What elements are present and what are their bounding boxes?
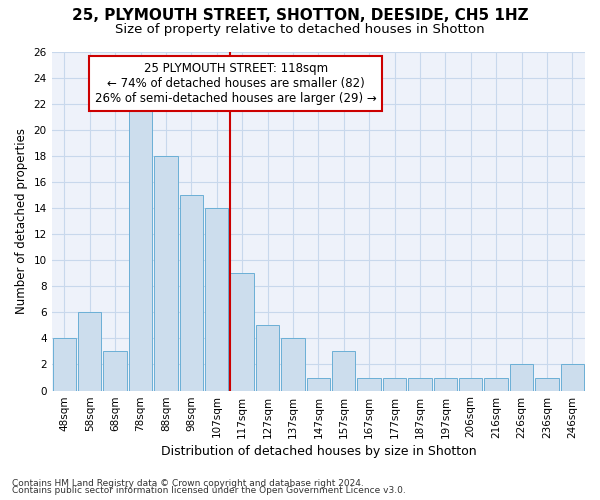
Bar <box>408 378 431 390</box>
Text: 25 PLYMOUTH STREET: 118sqm
← 74% of detached houses are smaller (82)
26% of semi: 25 PLYMOUTH STREET: 118sqm ← 74% of deta… <box>95 62 377 104</box>
Bar <box>484 378 508 390</box>
Bar <box>307 378 330 390</box>
X-axis label: Distribution of detached houses by size in Shotton: Distribution of detached houses by size … <box>161 444 476 458</box>
Bar <box>103 352 127 391</box>
Bar <box>560 364 584 390</box>
Text: Contains HM Land Registry data © Crown copyright and database right 2024.: Contains HM Land Registry data © Crown c… <box>12 478 364 488</box>
Text: Size of property relative to detached houses in Shotton: Size of property relative to detached ho… <box>115 22 485 36</box>
Bar <box>510 364 533 390</box>
Bar <box>535 378 559 390</box>
Bar <box>53 338 76 390</box>
Bar <box>78 312 101 390</box>
Bar <box>383 378 406 390</box>
Text: 25, PLYMOUTH STREET, SHOTTON, DEESIDE, CH5 1HZ: 25, PLYMOUTH STREET, SHOTTON, DEESIDE, C… <box>71 8 529 22</box>
Bar <box>129 104 152 391</box>
Text: Contains public sector information licensed under the Open Government Licence v3: Contains public sector information licen… <box>12 486 406 495</box>
Y-axis label: Number of detached properties: Number of detached properties <box>15 128 28 314</box>
Bar <box>230 273 254 390</box>
Bar <box>358 378 381 390</box>
Bar <box>459 378 482 390</box>
Bar <box>434 378 457 390</box>
Bar <box>179 195 203 390</box>
Bar <box>281 338 305 390</box>
Bar <box>154 156 178 390</box>
Bar <box>332 352 355 391</box>
Bar <box>205 208 229 390</box>
Bar <box>256 326 279 390</box>
